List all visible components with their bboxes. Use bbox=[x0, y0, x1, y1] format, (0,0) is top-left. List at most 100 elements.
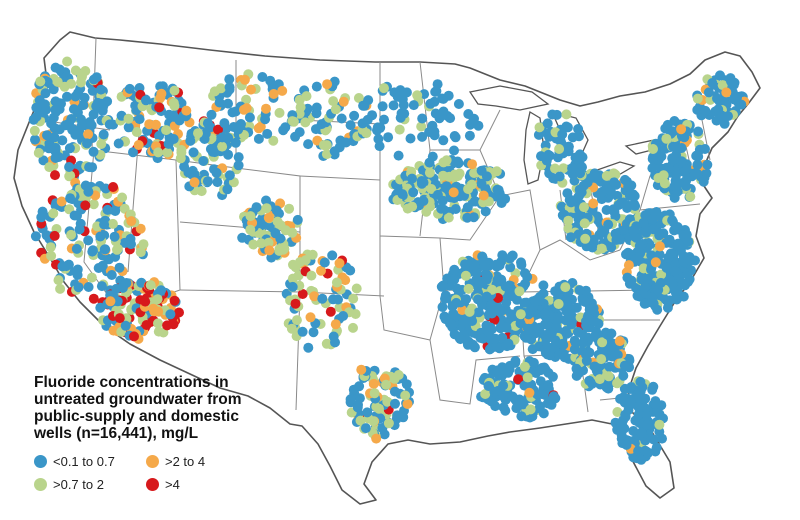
well-dot-mid bbox=[245, 224, 256, 235]
well-dot-low bbox=[504, 253, 515, 264]
well-dot-high bbox=[614, 336, 625, 347]
well-dot-mid bbox=[162, 147, 173, 158]
well-dot-low bbox=[692, 169, 703, 180]
well-dot-low bbox=[48, 84, 59, 95]
well-dot-low bbox=[616, 425, 627, 436]
well-dot-mid bbox=[131, 127, 142, 137]
well-dot-low bbox=[120, 320, 131, 331]
well-dot-low bbox=[690, 255, 700, 266]
well-dot-mid bbox=[175, 153, 186, 164]
well-dot-low bbox=[642, 448, 653, 459]
well-dot-low bbox=[633, 409, 644, 420]
well-dot-low bbox=[672, 186, 683, 197]
well-dot-low bbox=[577, 338, 588, 348]
well-dot-low bbox=[538, 280, 549, 291]
well-dot-mid bbox=[463, 283, 474, 294]
well-dot-mid bbox=[609, 168, 620, 179]
well-dot-low bbox=[625, 397, 636, 407]
well-dot-low bbox=[557, 129, 568, 140]
well-dot-low bbox=[519, 297, 530, 308]
well-dot-low bbox=[540, 308, 551, 319]
well-dot-low bbox=[667, 215, 678, 226]
well-dot-low bbox=[114, 262, 125, 273]
well-dot-mid bbox=[594, 374, 605, 385]
well-dot-mid bbox=[487, 284, 497, 295]
well-dot-low bbox=[548, 391, 559, 402]
well-dot-mid bbox=[579, 218, 590, 229]
well-dot-low bbox=[700, 105, 711, 116]
well-dot-mid bbox=[514, 286, 525, 297]
well-dot-low bbox=[575, 168, 586, 179]
lake-superior bbox=[468, 85, 550, 111]
well-dot-low bbox=[341, 137, 351, 148]
well-dot-low bbox=[126, 239, 136, 250]
well-dot-low bbox=[40, 88, 51, 99]
well-dot-low bbox=[647, 297, 657, 308]
well-dot-low bbox=[83, 235, 94, 246]
well-dot-low bbox=[157, 81, 168, 92]
well-dot-mid bbox=[558, 163, 569, 174]
well-dot-low bbox=[303, 139, 314, 150]
well-dot-low bbox=[661, 262, 672, 273]
well-dot-mid bbox=[328, 96, 339, 107]
legend-items: <0.1 to 0.7 >2 to 4 >0.7 to 2 >4 bbox=[34, 454, 274, 492]
well-dot-low bbox=[626, 275, 637, 286]
well-dot-low bbox=[563, 144, 573, 155]
well-dot-mid bbox=[193, 128, 203, 139]
legend-label-high: >2 to 4 bbox=[165, 454, 206, 469]
well-dot-low bbox=[450, 204, 461, 214]
well-dot-low bbox=[636, 427, 647, 438]
well-dot-low bbox=[206, 109, 217, 120]
well-dot-high bbox=[371, 433, 382, 444]
well-dot-low bbox=[345, 120, 356, 131]
well-dot-low bbox=[329, 146, 340, 157]
well-dot-low bbox=[486, 396, 497, 407]
well-dot-low bbox=[494, 304, 505, 315]
well-dot-low bbox=[469, 260, 480, 271]
well-dot-mid bbox=[62, 56, 73, 67]
well-dot-high bbox=[356, 364, 367, 375]
well-dot-low bbox=[417, 113, 428, 124]
well-dot-low bbox=[317, 293, 328, 304]
well-dot-low bbox=[574, 285, 585, 296]
well-dot-high bbox=[189, 177, 200, 188]
well-dot-low bbox=[468, 212, 479, 223]
well-dot-low bbox=[348, 384, 359, 395]
well-dot-low bbox=[95, 231, 106, 242]
well-dot-low bbox=[462, 202, 473, 213]
well-dot-low bbox=[207, 144, 218, 155]
well-dot-low bbox=[72, 270, 83, 280]
well-dot-low bbox=[352, 402, 363, 413]
well-dot-low bbox=[287, 281, 298, 292]
well-dot-low bbox=[453, 99, 464, 109]
well-dot-low bbox=[449, 145, 459, 156]
well-dot-low bbox=[498, 380, 509, 391]
well-dot-low bbox=[30, 134, 40, 145]
well-dot-low bbox=[87, 246, 98, 257]
well-dot-low bbox=[251, 202, 262, 213]
well-dot-low bbox=[141, 95, 151, 106]
well-dot-mid bbox=[426, 184, 437, 194]
well-dot-very-high bbox=[80, 200, 91, 211]
well-dot-mid bbox=[469, 168, 480, 178]
well-dot-mid bbox=[596, 354, 607, 365]
well-dot-low bbox=[654, 249, 665, 260]
legend-item-mid: >0.7 to 2 bbox=[34, 477, 146, 492]
well-dot-mid bbox=[294, 94, 305, 105]
well-dot-low bbox=[535, 401, 546, 412]
well-dot-low bbox=[518, 399, 529, 410]
well-dot-low bbox=[692, 159, 703, 170]
well-dot-low bbox=[397, 189, 408, 200]
well-dot-high bbox=[246, 84, 256, 95]
well-dot-low bbox=[648, 224, 659, 235]
well-dot-low bbox=[97, 105, 108, 116]
well-dot-low bbox=[572, 152, 583, 163]
well-dot-low bbox=[700, 144, 710, 154]
well-dot-mid bbox=[421, 206, 432, 217]
well-dot-high bbox=[268, 89, 279, 99]
well-dot-low bbox=[200, 128, 211, 139]
well-dot-low bbox=[257, 72, 268, 82]
well-dot-high bbox=[338, 96, 349, 107]
well-dot-mid bbox=[383, 418, 394, 429]
well-dot-low bbox=[521, 332, 532, 343]
